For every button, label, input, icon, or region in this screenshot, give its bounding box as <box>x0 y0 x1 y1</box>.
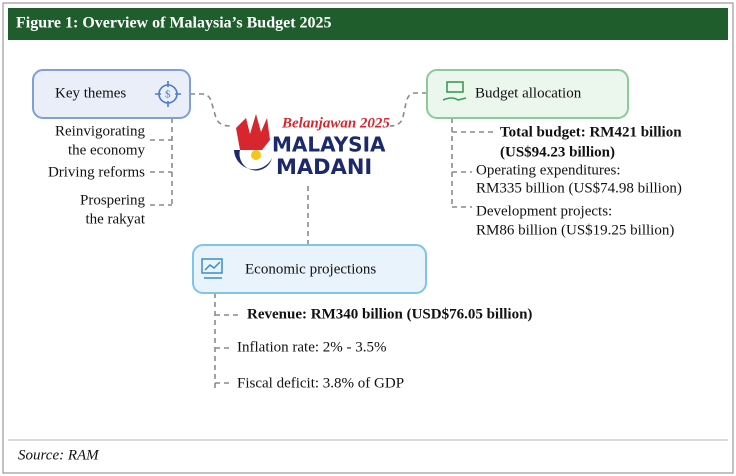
economic-box <box>192 244 427 294</box>
box-title: Key themes <box>55 85 126 101</box>
revenue: Revenue: RM340 billion (USD$76.05 billio… <box>247 306 532 322</box>
connector <box>214 293 241 390</box>
box-title: Budget allocation <box>475 85 582 101</box>
source: Source: RAM <box>18 447 100 463</box>
target-icon <box>155 81 181 107</box>
money-icon <box>442 81 467 101</box>
budget-total: Total budget: RM421 billion <box>500 124 682 140</box>
header-bar <box>8 8 728 40</box>
box-title: Economic projections <box>245 261 376 277</box>
budget-item: RM335 billion (US$74.98 billion) <box>476 180 682 196</box>
chart-icon <box>201 258 223 279</box>
theme-line: the rakyat <box>85 211 145 227</box>
budget-total: (US$94.23 billion) <box>500 144 615 160</box>
theme-line: Prospering <box>80 192 145 208</box>
key-themes-box <box>32 69 191 119</box>
logo-mark <box>234 114 272 171</box>
logo-script: Belanjawan 2025 <box>281 115 390 131</box>
budget-box <box>426 69 629 119</box>
theme-line: the economy <box>68 142 146 158</box>
budget-item: Development projects: <box>476 203 612 219</box>
projection-item: Fiscal deficit: 3.8% of GDP <box>237 375 404 391</box>
connector <box>190 93 231 127</box>
logo-line: MALAYSIA <box>272 133 386 157</box>
logo-line: MADANI <box>276 155 372 179</box>
icon-glyph: $ <box>165 89 171 101</box>
connector <box>451 118 495 208</box>
budget-item: RM86 billion (US$19.25 billion) <box>476 222 674 238</box>
header-title: Figure 1: Overview of Malaysia’s Budget … <box>16 15 332 32</box>
budget-item: Operating expenditures: <box>476 162 621 178</box>
connector <box>150 118 173 206</box>
theme-line: Reinvigorating <box>55 123 145 139</box>
theme-line: Driving reforms <box>48 164 145 180</box>
projection-item: Inflation rate: 2% - 3.5% <box>237 339 387 355</box>
